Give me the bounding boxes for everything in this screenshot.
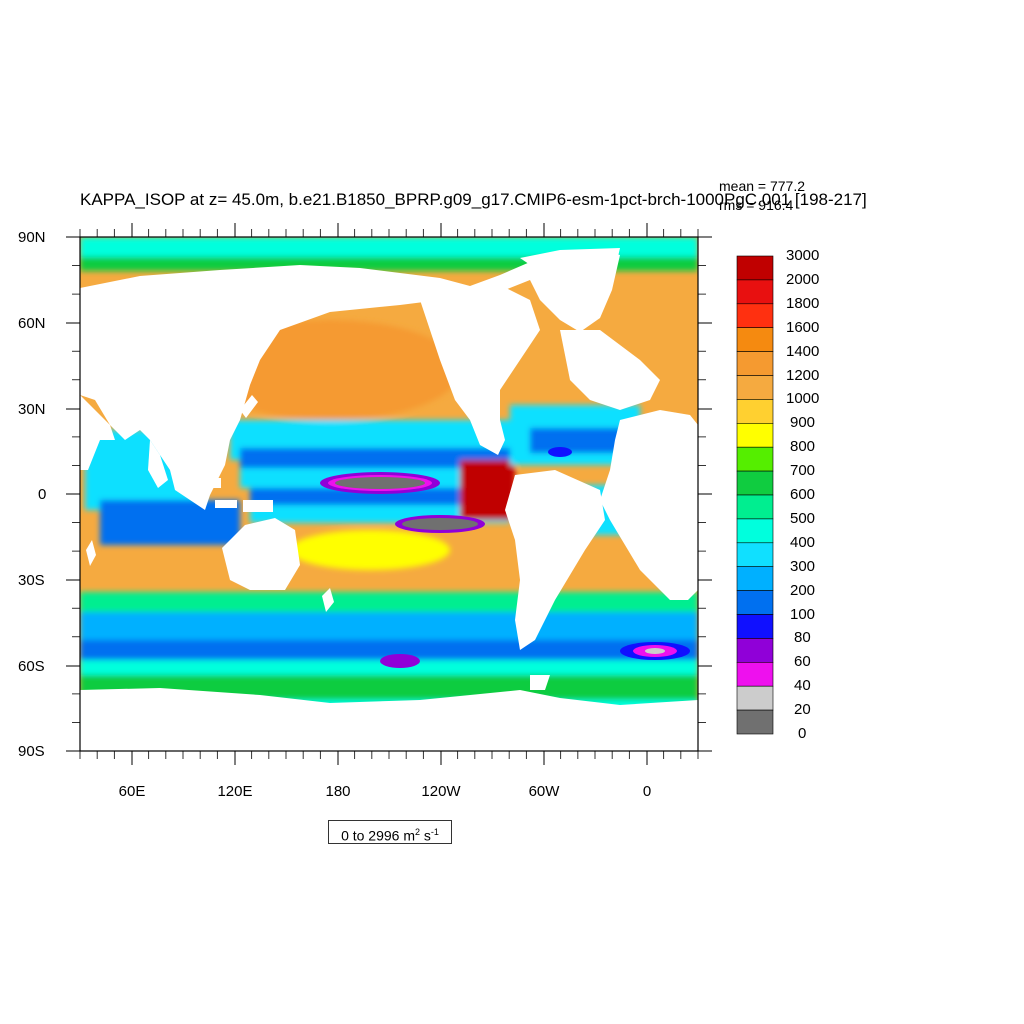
colorbar-swatch <box>736 518 774 544</box>
colorbar-label: 1400 <box>786 342 820 360</box>
axis-ticks <box>66 223 712 765</box>
colorbar-swatch <box>736 351 774 376</box>
colorbar-swatch <box>736 590 774 615</box>
colorbar-label: 800 <box>790 438 816 456</box>
colorbar-label: 300 <box>790 557 816 575</box>
colorbar-swatch <box>736 255 774 281</box>
lon-label-120e: 120E <box>217 783 253 800</box>
ocean-field <box>80 237 698 751</box>
lon-label-180: 180 <box>325 783 351 800</box>
colorbar-label: 600 <box>790 486 816 503</box>
lon-label-60w: 60W <box>528 783 560 800</box>
colorbar-label: 1000 <box>786 390 820 408</box>
colorbar-label: 1800 <box>786 294 820 312</box>
minor-ticks <box>72 229 706 759</box>
colorbar-swatch <box>736 542 774 567</box>
colorbar-label: 3000 <box>786 247 820 264</box>
colorbar-label: 1200 <box>786 366 820 384</box>
colorbar-label: 200 <box>790 581 816 599</box>
colorbar-swatch <box>736 685 774 711</box>
colorbar-swatch <box>736 279 774 305</box>
land-masses <box>80 248 698 751</box>
lon-label-120w: 120W <box>421 783 461 800</box>
colorbar-swatch <box>736 494 774 520</box>
colorbar-swatch <box>736 470 774 496</box>
colorbar-swatch <box>736 303 774 328</box>
colorbar-swatch <box>736 614 774 639</box>
colorbar <box>736 255 774 735</box>
colorbar-swatch <box>736 399 774 424</box>
colorbar-swatch <box>736 661 774 687</box>
colorbar-swatch <box>736 446 774 472</box>
rms-stat: rms = 916.4 <box>719 197 794 213</box>
colorbar-label: 0 <box>798 725 807 742</box>
colorbar-swatch <box>736 422 774 448</box>
colorbar-label: 100 <box>790 605 816 623</box>
colorbar-label: 900 <box>790 414 816 432</box>
lat-label-0: 0 <box>38 486 47 503</box>
units-box: 0 to 2996 m2 s-1 <box>328 820 452 844</box>
plot-title: KAPPA_ISOP at z= 45.0m, b.e21.B1850_BPRP… <box>80 190 867 209</box>
colorbar-label: 20 <box>794 701 811 719</box>
colorbar-swatch <box>736 375 774 400</box>
colorbar-label: 500 <box>790 509 816 527</box>
units-sup-2: -1 <box>430 827 439 837</box>
lon-label-60e: 60E <box>118 783 146 800</box>
colorbar-swatch <box>736 709 774 735</box>
lat-label-90n: 90N <box>18 229 46 246</box>
colorbar-swatch <box>736 566 774 591</box>
colorbar-label: 2000 <box>786 270 820 288</box>
units-mid: s <box>420 827 431 844</box>
colorbar-label: 400 <box>790 533 816 551</box>
colorbar-label: 1600 <box>786 318 820 336</box>
colorbar-swatch <box>736 327 774 352</box>
colorbar-swatch <box>736 638 774 663</box>
lat-label-90s: 90S <box>18 743 45 760</box>
lat-label-60s: 60S <box>18 658 45 675</box>
colorbar-label: 700 <box>790 462 816 480</box>
colorbar-label: 40 <box>794 677 811 695</box>
colorbar-label: 60 <box>794 653 811 671</box>
lat-label-30s: 30S <box>18 572 45 589</box>
lat-label-30n: 30N <box>18 401 46 418</box>
lon-label-0: 0 <box>642 783 652 800</box>
mean-stat: mean = 777.2 <box>719 178 806 194</box>
colorbar-label: 80 <box>794 629 811 647</box>
units-sup-1: 2 <box>415 827 421 837</box>
lat-label-60n: 60N <box>18 315 46 332</box>
units-range: 0 to 2996 m <box>341 827 415 844</box>
